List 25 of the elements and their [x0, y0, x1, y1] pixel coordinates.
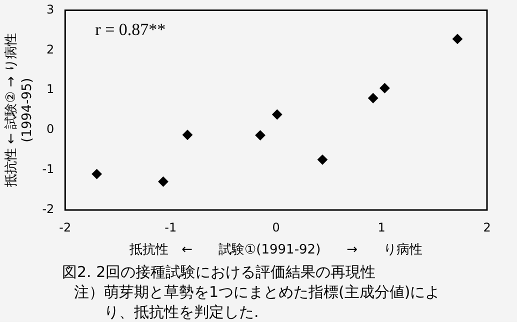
- point: [255, 130, 266, 140]
- y-tick-label: 0: [46, 122, 54, 136]
- x-tick-label: -1: [164, 220, 177, 234]
- point: [158, 176, 168, 187]
- text: 図2. 2回の接種試験における評価結果の再現性: [62, 262, 377, 282]
- point: [92, 169, 102, 180]
- point: [380, 83, 390, 94]
- point: [182, 130, 192, 140]
- text: 注）萌芽期と草勢を1つにまとめた指標(主成分値)により、抵抗性を判定した.: [74, 282, 442, 322]
- point: [452, 34, 462, 44]
- x-axis-title: 抵抗性 ← 試験①(1991-92) → り病性: [128, 242, 423, 258]
- y-tick-label: 3: [46, 2, 54, 16]
- point: [368, 93, 378, 104]
- y-tick-label: 1: [46, 82, 54, 96]
- x-tick-label: 2: [483, 220, 491, 234]
- annotation: r = 0.87**: [95, 20, 166, 40]
- x-tick-label: 0: [272, 220, 280, 234]
- point: [272, 109, 282, 120]
- point: [317, 154, 328, 165]
- y-tick-label: -1: [42, 162, 54, 176]
- y-axis-title: 抵抗性 ← 試験② → り病性 (1994-95): [4, 33, 35, 188]
- y-tick-label: -2: [42, 202, 54, 216]
- y-tick-label: 2: [46, 42, 54, 56]
- x-tick-label: -2: [59, 220, 72, 234]
- x-tick-label: 1: [378, 220, 386, 234]
